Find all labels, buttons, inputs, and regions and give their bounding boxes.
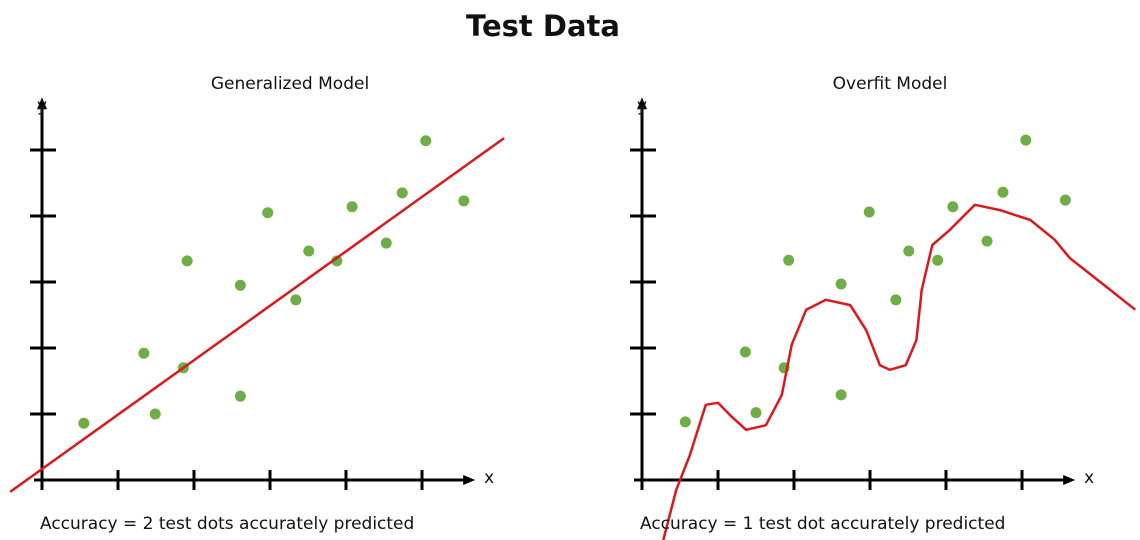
y-axis-label: y <box>37 96 47 116</box>
test-dot <box>138 347 150 359</box>
x-axis-label: x <box>484 468 494 488</box>
test-dot <box>890 294 902 306</box>
test-dot <box>997 186 1009 198</box>
test-dot <box>290 294 302 306</box>
y-arrow <box>37 97 47 110</box>
test-dot <box>181 255 193 267</box>
test-dot <box>739 346 751 358</box>
test-dot <box>262 207 274 219</box>
accuracy-caption: Accuracy = 1 test dot accurately predict… <box>640 514 1005 534</box>
test-dot <box>234 390 246 402</box>
y-arrow <box>637 97 647 110</box>
test-dot <box>750 407 762 419</box>
y-axis-label: y <box>637 96 647 116</box>
test-dot <box>1020 134 1032 146</box>
test-dot <box>679 416 691 428</box>
test-dot <box>1059 194 1071 206</box>
test-dot <box>932 254 944 266</box>
test-dot <box>783 254 795 266</box>
fit-curve <box>9 137 505 493</box>
test-dot <box>835 389 847 401</box>
test-dot <box>396 187 408 199</box>
test-dot <box>903 245 915 257</box>
test-dot <box>346 201 358 213</box>
x-arrow <box>1063 475 1076 485</box>
x-axis-label: x <box>1084 468 1094 488</box>
test-dot <box>78 417 90 429</box>
test-dot <box>149 408 161 420</box>
x-arrow <box>463 475 476 485</box>
chart-title: Generalized Model <box>211 74 369 94</box>
test-dot <box>331 255 343 267</box>
test-dot <box>303 245 315 257</box>
test-dot <box>458 195 470 207</box>
test-dot <box>947 201 959 213</box>
fit-curve <box>662 203 1136 540</box>
page-title: Test Data <box>466 9 620 43</box>
test-dot <box>981 235 993 247</box>
test-dot <box>420 135 432 147</box>
test-dot <box>835 278 847 290</box>
accuracy-caption: Accuracy = 2 test dots accurately predic… <box>40 514 414 534</box>
test-dot <box>234 279 246 291</box>
test-dot <box>380 237 392 249</box>
test-dot <box>863 206 875 218</box>
chart-title: Overfit Model <box>833 74 948 94</box>
